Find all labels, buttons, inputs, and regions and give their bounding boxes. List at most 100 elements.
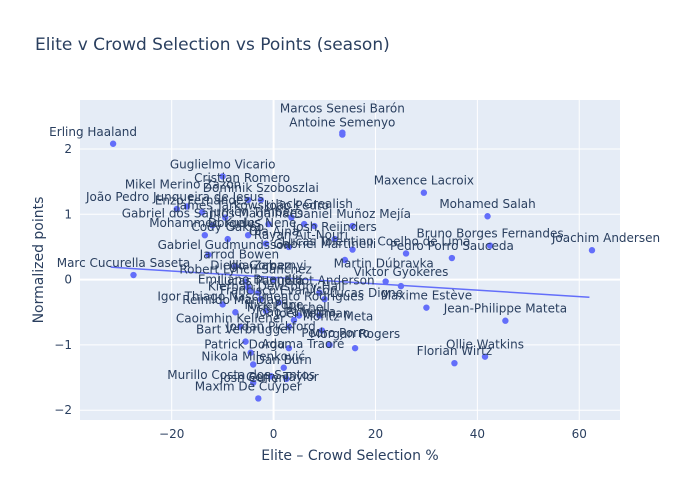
data-point: João Pedro: [288, 214, 295, 221]
data-point: Joachim Andersen: [588, 247, 596, 254]
point-label: Mohamed Salah: [439, 197, 535, 211]
data-point: Jack Grealish: [300, 220, 308, 228]
point-label: Viktor Gyökeres: [353, 265, 448, 279]
point-label: Lucas Tolentino Coelho de Lima: [282, 234, 471, 248]
data-point: Gabriel dos Santos Magalhães: [209, 222, 216, 229]
point-label: João Pedro: [265, 199, 329, 213]
point-label: João Pedro Junqueira de Jesus: [85, 190, 264, 204]
data-point: Kiernan Dewsbury-Hall: [255, 289, 262, 296]
data-point: Bruno Borges Fernandes: [486, 242, 494, 249]
point-label: Gabriel Martinelli: [274, 237, 377, 251]
data-point: Dan Burn: [280, 364, 287, 371]
data-point: Guglielmo Vicario: [219, 173, 226, 180]
point-label: Reinildo Mandava: [182, 293, 288, 307]
data-point: Dominik Szoboszlai: [257, 196, 265, 204]
point-label: Maxime Estève: [381, 289, 472, 303]
data-point: Florian Wirtz: [451, 359, 458, 367]
y-axis-title: Normalized points: [31, 197, 47, 324]
data-point: Enzo Fernández: [199, 209, 206, 216]
data-point: Ola Aina: [262, 240, 270, 247]
grid-lines: [80, 100, 620, 420]
point-label: Kiernan Dewsbury-Hall: [208, 280, 345, 294]
x-tick-label: 60: [572, 427, 587, 441]
data-point: Caoimhin Kelleher: [237, 323, 244, 330]
data-point: Robert Lynch Sánchez: [242, 278, 249, 285]
data-point: Josh Cullen: [267, 373, 275, 380]
y-tick-label: −1: [54, 338, 72, 352]
data-point: Moritz Meta: [318, 327, 326, 334]
point-label: Ollie Watkins: [446, 338, 524, 352]
point-label: Moritz Meta: [303, 310, 374, 324]
data-point: Gabriel Gudmundsson: [205, 251, 212, 258]
data-point: James Tarkowski: [221, 214, 229, 221]
point-label: Nick Pope: [245, 298, 304, 312]
y-tick-label: 1: [64, 207, 72, 221]
data-point: Erling Silva: [311, 222, 318, 230]
chart-title: Elite v Crowd Selection vs Points (seaso…: [35, 35, 390, 55]
y-tick-label: −2: [54, 403, 72, 417]
point-label: Gabriel dos Santos Magalhães: [122, 206, 303, 220]
data-point: Lucas Digne: [321, 295, 328, 303]
point-label: Marc Cucurella Saseta: [57, 256, 191, 270]
point-label: Joachim Andersen: [551, 231, 660, 245]
point-label: James Tarkowski: [175, 199, 274, 213]
point-label: Marcos Senesi Barón: [280, 102, 405, 116]
data-point: Dorgeles Nene: [244, 231, 252, 239]
data-point: Jean-Philippe Mateta: [502, 317, 509, 324]
point-label: Daniel Muñoz Mejía: [294, 207, 411, 221]
point-label: Enzo Fernández: [155, 193, 250, 207]
data-point: Pedro Porro: [326, 341, 333, 349]
point-label: Maxim De Cuyper: [195, 379, 302, 393]
point-label: Francisco Evanilson: [220, 283, 337, 297]
point-label: Gerry Taylor: [246, 370, 319, 384]
data-point: Illia Zabarnyi: [270, 276, 277, 283]
point-label: Tyrick Mitchell: [244, 301, 330, 315]
point-label: Erling Haaland: [49, 125, 137, 139]
data-point: Ollie Watkins: [481, 353, 489, 360]
point-label: Emiliano Buendía: [198, 272, 303, 286]
data-point: Bruno Guimarães: [349, 246, 356, 253]
x-tick-label: −20: [159, 427, 184, 441]
data-point: Lucas Paquetá: [257, 295, 265, 303]
data-point: Maxim De Cuyper: [255, 395, 262, 402]
point-label: Josh Cullen: [219, 371, 286, 385]
point-label: Lucas Digne: [330, 286, 403, 300]
data-point: Mikel Merino Zazon: [183, 203, 191, 210]
x-tick-label: 40: [470, 427, 485, 441]
point-label: Rayan Aït-Nouri: [254, 228, 348, 242]
point-label: Joel Veltman: [275, 307, 351, 321]
data-point: Rayan Aït-Nouri: [285, 243, 293, 251]
point-label: Mikel Merino Zazon: [125, 177, 241, 191]
data-point: Reinildo Mandava: [232, 309, 239, 316]
x-axis-title: Elite – Crowd Selection %: [261, 448, 438, 464]
data-point: Tyrick Mitchell: [316, 312, 323, 319]
data-point: Maxence Lacroix: [420, 189, 428, 196]
point-label: Lucas Paquetá: [217, 274, 304, 288]
point-label: Cristian Romero: [194, 171, 290, 185]
point-label: Dominik Szoboszlai: [203, 181, 319, 195]
point-labels: Erling Haaland Marcos Senesi BarónAntoine…: [49, 102, 660, 394]
point-label: Florian Wirtz: [417, 344, 493, 358]
point-label: Mohammed Kudus: [149, 216, 260, 230]
data-point: Francisco Evanilson: [275, 299, 282, 306]
data-point: João Pedro Junqueira de Jesus: [173, 205, 180, 213]
data-point: Mohamed Salah: [484, 213, 491, 220]
point-label: Murillo Costa dos Santos: [167, 368, 315, 382]
data-point: Martin Dúbravka: [382, 278, 389, 285]
point-label: Cody Gakpo: [191, 220, 264, 234]
data-point: Emiliano Buendía: [244, 284, 252, 291]
point-label: Jarrod Bowen: [199, 248, 279, 262]
trend-line: [110, 266, 590, 298]
point-label: Bart Verbruggen: [196, 323, 295, 337]
data-point: Nick Pope: [262, 307, 270, 315]
data-point: Marcos Senesi Barón: [339, 129, 346, 136]
point-label: Elliot Anderson: [284, 274, 374, 288]
point-label: Pedro Porro: [301, 326, 370, 340]
data-point: Joel Veltman: [295, 312, 303, 319]
x-tick-label: 20: [368, 427, 383, 441]
data-point: Nikola Milenković: [250, 361, 257, 368]
point-label: Antoine Semenyo: [289, 116, 395, 130]
point-label: Igor Thiago Nascimento Rodrigues: [157, 289, 364, 303]
data-point: Lucas Tolentino Coelho de Lima: [402, 250, 410, 257]
data-point: Adama Traoré: [285, 344, 293, 352]
